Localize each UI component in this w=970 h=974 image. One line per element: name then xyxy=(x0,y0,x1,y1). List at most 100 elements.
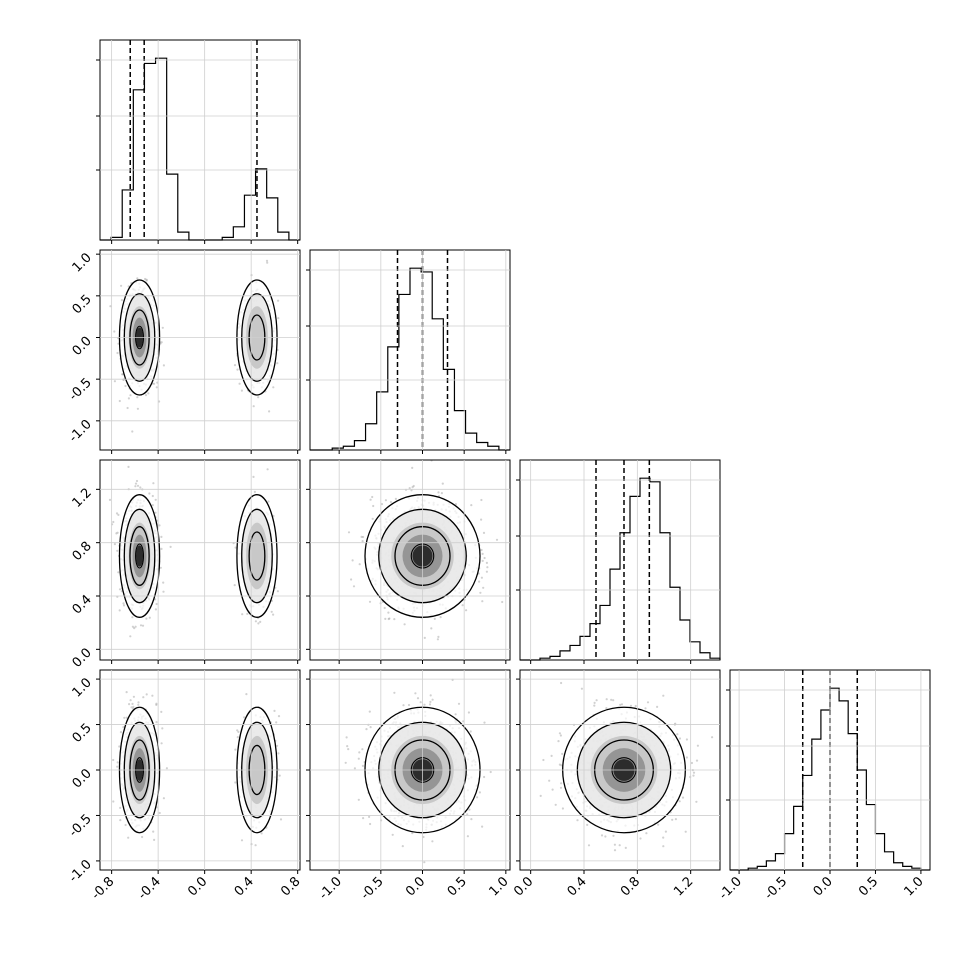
scatter-point xyxy=(277,590,279,592)
scatter-point xyxy=(468,809,470,811)
scatter-point xyxy=(253,405,255,407)
scatter-point xyxy=(130,706,132,708)
scatter-point xyxy=(137,241,139,243)
panel-content xyxy=(97,691,283,846)
scatter-point xyxy=(361,748,363,750)
scatter-point xyxy=(437,638,439,640)
scatter-point xyxy=(234,781,236,783)
scatter-point xyxy=(384,618,386,620)
histogram-panel-1 xyxy=(310,250,510,450)
scatter-point xyxy=(112,800,114,802)
scatter-point xyxy=(404,623,406,625)
scatter-point xyxy=(234,584,236,586)
scatter-point xyxy=(132,626,134,628)
scatter-point xyxy=(614,849,616,851)
scatter-point xyxy=(267,468,269,470)
scatter-point xyxy=(372,505,374,507)
scatter-point xyxy=(540,795,542,797)
scatter-point xyxy=(162,591,164,593)
scatter-point xyxy=(160,548,162,550)
scatter-point xyxy=(429,703,431,705)
scatter-point xyxy=(656,706,658,708)
scatter-point xyxy=(109,499,111,501)
scatter-point xyxy=(126,691,128,693)
scatter-point xyxy=(119,609,121,611)
scatter-point xyxy=(116,352,118,354)
scatter-point xyxy=(369,711,371,713)
scatter-point xyxy=(140,624,142,626)
scatter-point xyxy=(137,408,139,410)
scatter-point xyxy=(133,696,135,698)
histogram-panel-0 xyxy=(100,40,300,240)
scatter-point xyxy=(130,699,132,701)
scatter-point xyxy=(402,845,404,847)
scatter-point xyxy=(441,492,443,494)
scatter-point xyxy=(358,758,360,760)
scatter-point xyxy=(479,592,481,594)
scatter-point xyxy=(601,834,603,836)
scatter-point xyxy=(586,824,588,826)
scatter-point xyxy=(390,501,392,503)
scatter-point xyxy=(160,567,162,569)
scatter-point xyxy=(162,327,164,329)
scatter-point xyxy=(440,616,442,618)
scatter-point xyxy=(136,277,138,279)
scatter-point xyxy=(647,701,649,703)
scatter-point xyxy=(369,601,371,603)
scatter-point xyxy=(117,571,119,573)
scatter-point xyxy=(117,514,119,516)
scatter-point xyxy=(429,701,431,703)
scatter-point xyxy=(261,832,263,834)
scatter-point xyxy=(393,692,395,694)
scatter-point xyxy=(267,500,269,502)
scatter-point xyxy=(119,819,121,821)
scatter-point xyxy=(120,731,122,733)
scatter-point xyxy=(156,603,158,605)
grid-lines xyxy=(310,670,510,870)
scatter-point xyxy=(145,618,147,620)
scatter-point xyxy=(280,818,282,820)
scatter-point xyxy=(358,799,360,801)
scatter-point xyxy=(155,721,157,723)
scatter-point xyxy=(412,486,414,488)
scatter-point xyxy=(348,531,350,533)
scatter-point xyxy=(125,824,127,826)
scatter-point xyxy=(123,717,125,719)
scatter-point xyxy=(241,839,243,841)
scatter-point xyxy=(481,577,483,579)
scatter-point xyxy=(482,553,484,555)
scatter-point xyxy=(484,557,486,559)
scatter-point xyxy=(257,396,259,398)
scatter-point xyxy=(163,797,165,799)
scatter-point xyxy=(682,797,684,799)
scatter-point xyxy=(266,262,268,264)
scatter-point xyxy=(245,693,247,695)
scatter-point xyxy=(154,512,156,514)
histogram-step-line xyxy=(520,478,720,660)
scatter-point xyxy=(392,834,394,836)
scatter-point xyxy=(481,600,483,602)
scatter-point xyxy=(114,380,116,382)
scatter-point xyxy=(160,536,162,538)
scatter-point xyxy=(479,791,481,793)
scatter-point xyxy=(160,711,162,713)
scatter-point xyxy=(131,430,133,432)
scatter-point xyxy=(362,540,364,542)
scatter-point xyxy=(430,627,432,629)
scatter-point xyxy=(116,550,118,552)
scatter-point xyxy=(234,749,236,751)
scatter-point xyxy=(486,571,488,573)
scatter-point xyxy=(159,812,161,814)
histogram-step-line xyxy=(310,268,510,450)
scatter-point xyxy=(246,613,248,615)
scatter-point xyxy=(354,767,356,769)
scatter-point xyxy=(695,801,697,803)
scatter-point xyxy=(131,616,133,618)
scatter-point xyxy=(118,745,120,747)
scatter-point xyxy=(237,731,239,733)
scatter-point xyxy=(139,486,141,488)
scatter-point xyxy=(148,492,150,494)
scatter-point xyxy=(152,504,154,506)
scatter-point xyxy=(358,751,360,753)
scatter-point xyxy=(371,496,373,498)
